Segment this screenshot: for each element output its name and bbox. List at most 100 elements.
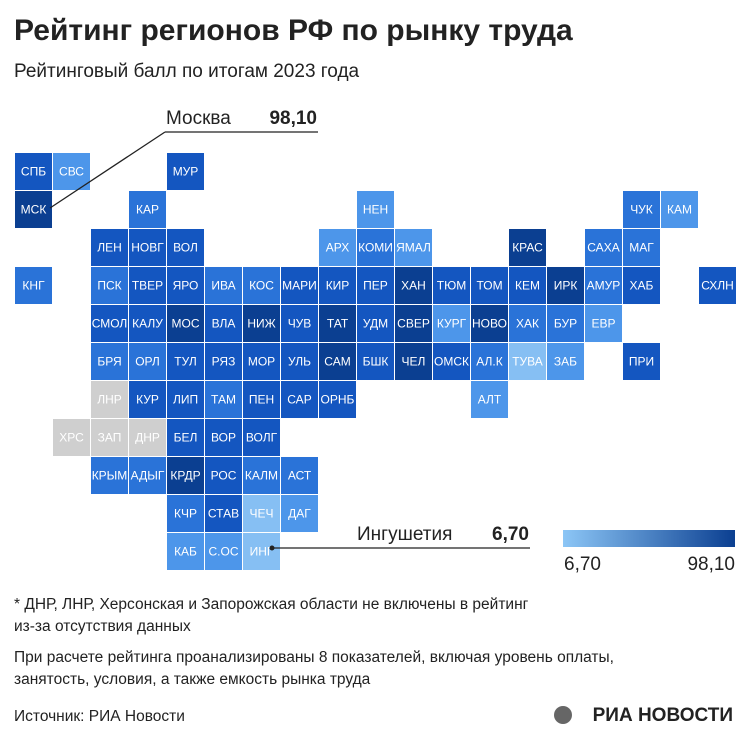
region-tile (91, 267, 128, 304)
region-tile (319, 229, 356, 266)
region-label: ХРС (59, 431, 84, 445)
callout-label: Ингушетия (357, 524, 452, 545)
region-tile (699, 267, 736, 304)
region-label: ЯРО (173, 279, 199, 293)
region-tile (623, 343, 660, 380)
region-tile (471, 267, 508, 304)
region-label: СХЛН (701, 279, 734, 293)
region-label: КАМ (667, 203, 692, 217)
region-label: ТАТ (327, 317, 349, 331)
region-tile (167, 457, 204, 494)
region-label: АМУР (587, 279, 621, 293)
region-tile (585, 229, 622, 266)
region-label: СПБ (21, 165, 46, 179)
region-label: КАЛМ (245, 469, 278, 483)
region-label: НИЖ (247, 317, 275, 331)
region-label: ЛИП (173, 393, 198, 407)
callout-value: 6,70 (492, 524, 529, 545)
region-label: ЛНР (97, 393, 122, 407)
region-tile (129, 305, 166, 342)
region-tile (395, 343, 432, 380)
region-label: ЕВР (591, 317, 615, 331)
region-tile (205, 419, 242, 456)
callout-label: Москва (166, 108, 231, 129)
region-label: ЧУК (630, 203, 653, 217)
region-label: АДЫГ (131, 469, 165, 483)
region-tile (547, 305, 584, 342)
region-tile (243, 495, 280, 532)
region-tile (281, 381, 318, 418)
region-tile (281, 495, 318, 532)
region-label: ХАБ (630, 279, 654, 293)
region-tile (547, 343, 584, 380)
region-label: ЧЕЛ (402, 355, 426, 369)
region-tile (357, 343, 394, 380)
tile-map: СПБ СВС МУР МСК КАР НЕН ЧУК КАМ ЛЕН НОВГ ВОЛ АРХ КОМ… (15, 153, 736, 570)
region-tile (91, 381, 128, 418)
region-tile (319, 305, 356, 342)
region-label: ЗАП (98, 431, 122, 445)
region-tile (243, 419, 280, 456)
region-label: ВОЛ (173, 241, 198, 255)
region-tile (319, 381, 356, 418)
region-tile (167, 267, 204, 304)
region-label: БЕЛ (174, 431, 198, 445)
region-label: ВОЛГ (246, 431, 278, 445)
region-label: СТАВ (208, 507, 239, 521)
region-label: ВЛА (212, 317, 236, 331)
region-label: НЕН (363, 203, 388, 217)
region-tile (129, 191, 166, 228)
region-label: ЗАБ (554, 355, 577, 369)
region-label: САР (287, 393, 311, 407)
region-tile (91, 457, 128, 494)
region-label: ТАМ (211, 393, 236, 407)
region-tile (661, 191, 698, 228)
region-tile (129, 229, 166, 266)
region-label: КУРГ (437, 317, 467, 331)
region-label: СВС (59, 165, 84, 179)
region-tile (319, 267, 356, 304)
region-label: СМОЛ (92, 317, 128, 331)
region-tile (91, 419, 128, 456)
region-tile (433, 305, 470, 342)
region-tile (243, 305, 280, 342)
region-tile (91, 343, 128, 380)
region-tile (395, 229, 432, 266)
region-tile (243, 381, 280, 418)
region-label: САМ (324, 355, 350, 369)
region-label: ТЮМ (437, 279, 466, 293)
region-label: КЕМ (515, 279, 540, 293)
region-label: КНГ (22, 279, 45, 293)
region-label: ТОМ (476, 279, 502, 293)
region-tile (53, 419, 90, 456)
region-label: КРДР (170, 469, 200, 483)
region-label: КРЫМ (92, 469, 128, 483)
region-label: МОС (172, 317, 200, 331)
region-label: ЧУВ (288, 317, 312, 331)
region-tile (167, 381, 204, 418)
region-label: ОРНБ (321, 393, 355, 407)
region-tile (129, 343, 166, 380)
region-tile (15, 191, 52, 228)
region-label: НОВО (472, 317, 507, 331)
region-tile (15, 153, 52, 190)
region-label: ОРЛ (135, 355, 160, 369)
region-tile (167, 153, 204, 190)
logo-icon (554, 706, 572, 724)
region-label: МОР (248, 355, 275, 369)
region-label: КИР (326, 279, 350, 293)
region-label: ПЕН (249, 393, 274, 407)
region-tile (243, 343, 280, 380)
region-tile (471, 305, 508, 342)
logo: РИА НОВОСТИ (593, 705, 733, 726)
region-tile (167, 343, 204, 380)
subtitle: Рейтинговый балл по итогам 2023 года (14, 61, 360, 82)
region-tile (509, 267, 546, 304)
region-tile (243, 267, 280, 304)
region-tile (205, 457, 242, 494)
legend-gradient (563, 530, 735, 547)
legend-min: 6,70 (564, 554, 601, 575)
region-label: МАГ (629, 241, 654, 255)
region-label: НОВГ (131, 241, 164, 255)
